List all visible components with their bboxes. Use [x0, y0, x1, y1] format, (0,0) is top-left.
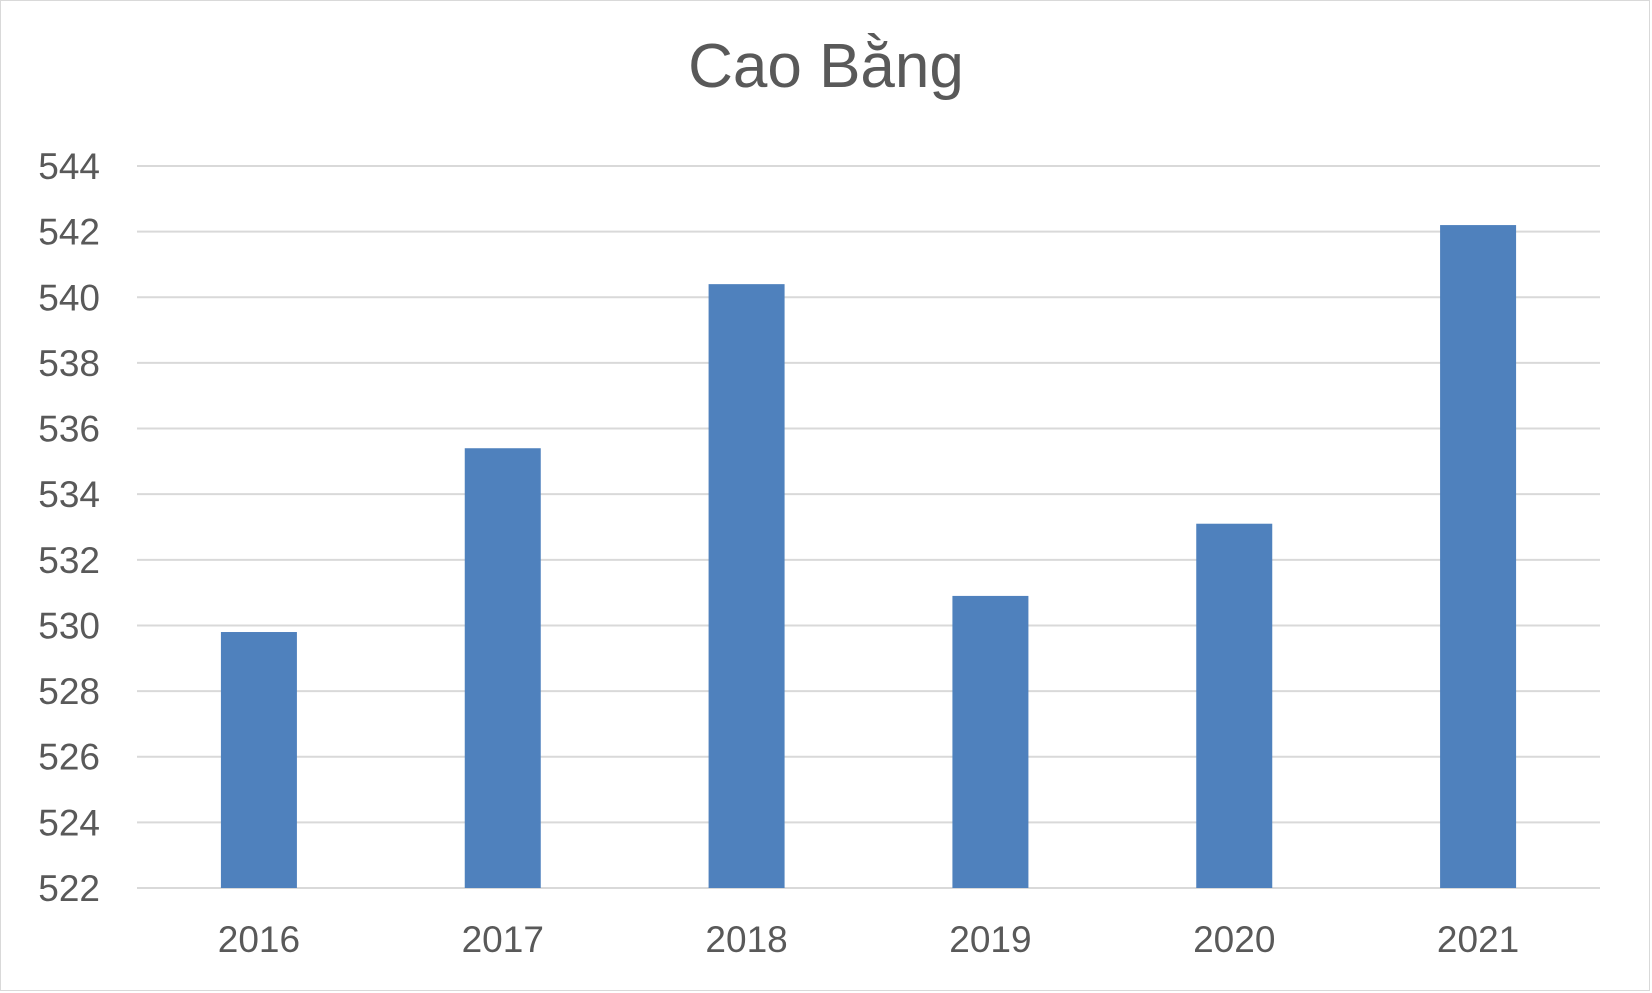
y-tick-label: 544	[38, 146, 100, 187]
y-tick-label: 522	[38, 868, 100, 909]
bar-2018	[708, 284, 785, 888]
y-tick-label: 524	[38, 802, 100, 843]
y-axis-ticks: 522 524 526 528 530 532 534 536 538 540 542 544	[38, 146, 100, 909]
bar-2017	[464, 448, 541, 888]
y-tick-label: 534	[38, 474, 100, 515]
gridlines	[137, 165, 1600, 889]
x-tick-label: 2018	[705, 919, 787, 960]
y-tick-label: 526	[38, 737, 100, 778]
bars	[220, 225, 1517, 888]
x-tick-label: 2019	[949, 919, 1031, 960]
y-tick-label: 528	[38, 671, 100, 712]
y-tick-label: 542	[38, 212, 100, 253]
x-tick-label: 2021	[1437, 919, 1519, 960]
bar-2019	[952, 595, 1029, 888]
bar-2020	[1196, 523, 1273, 888]
chart-title: Cao Bằng	[688, 32, 964, 101]
y-tick-label: 536	[38, 409, 100, 450]
y-tick-label: 532	[38, 540, 100, 581]
x-tick-label: 2017	[462, 919, 544, 960]
y-tick-label: 540	[38, 277, 100, 318]
y-tick-label: 530	[38, 605, 100, 646]
bar-2021	[1440, 225, 1517, 888]
x-tick-label: 2020	[1193, 919, 1275, 960]
x-tick-label: 2016	[218, 919, 300, 960]
bar-2016	[220, 632, 297, 888]
x-axis-ticks: 2016 2017 2018 2019 2020 2021	[218, 919, 1519, 960]
y-tick-label: 538	[38, 343, 100, 384]
